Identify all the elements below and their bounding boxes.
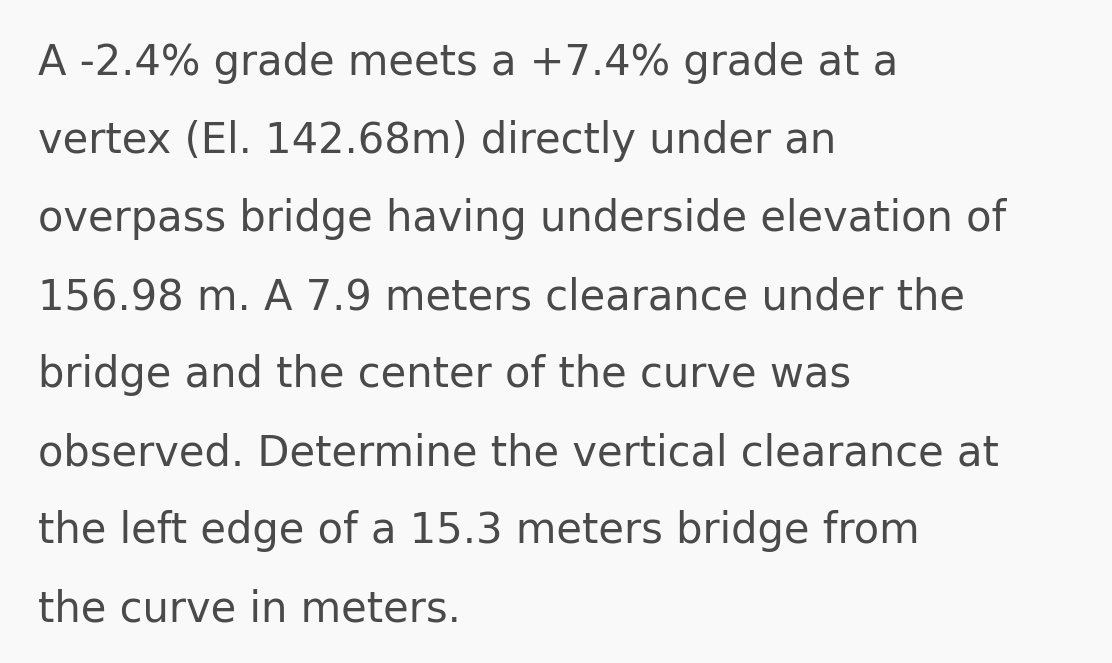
Text: the curve in meters.: the curve in meters. bbox=[38, 588, 460, 630]
Text: observed. Determine the vertical clearance at: observed. Determine the vertical clearan… bbox=[38, 432, 999, 474]
Text: the left edge of a 15.3 meters bridge from: the left edge of a 15.3 meters bridge fr… bbox=[38, 510, 920, 552]
Text: vertex (El. 142.68m) directly under an: vertex (El. 142.68m) directly under an bbox=[38, 120, 836, 162]
Text: bridge and the center of the curve was: bridge and the center of the curve was bbox=[38, 354, 851, 396]
Text: A -2.4% grade meets a +7.4% grade at a: A -2.4% grade meets a +7.4% grade at a bbox=[38, 42, 898, 84]
Text: overpass bridge having underside elevation of: overpass bridge having underside elevati… bbox=[38, 198, 1006, 240]
Text: 156.98 m. A 7.9 meters clearance under the: 156.98 m. A 7.9 meters clearance under t… bbox=[38, 276, 965, 318]
